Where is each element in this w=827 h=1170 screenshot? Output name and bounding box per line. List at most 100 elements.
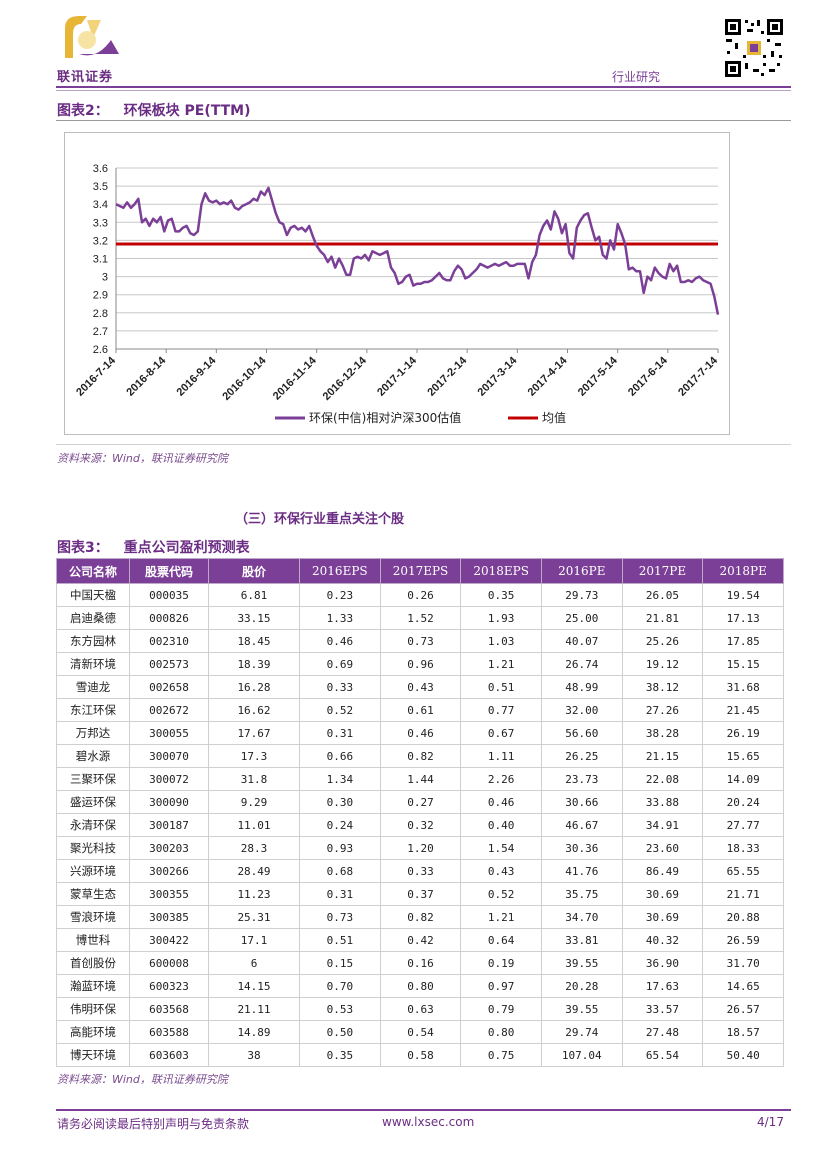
value-cell: 0.53 <box>299 997 381 1021</box>
value-cell: 0.73 <box>299 905 381 929</box>
value-cell: 33.81 <box>540 928 623 952</box>
value-cell: 0.68 <box>299 859 381 883</box>
x-tick-label: 2017-5-14 <box>576 354 621 399</box>
company-name-cell: 中国天楹 <box>56 583 130 607</box>
value-cell: 1.11 <box>460 744 542 768</box>
value-cell: 26.19 <box>702 721 784 745</box>
footer-page-number: 4/17 <box>757 1115 784 1129</box>
value-cell: 25.31 <box>208 905 300 929</box>
value-cell: 0.54 <box>379 1020 462 1044</box>
stock-code-cell: 300355 <box>129 882 209 906</box>
value-cell: 21.81 <box>621 606 704 630</box>
value-cell: 0.35 <box>299 1043 381 1067</box>
value-cell: 30.66 <box>540 790 623 814</box>
y-tick-label: 3 <box>102 272 108 284</box>
table-row: 雪迪龙 002658 16.28 0.33 0.43 0.51 48.99 38.12 31.6… <box>56 675 784 699</box>
value-cell: 25.26 <box>621 629 704 653</box>
stock-code-cell: 603588 <box>129 1020 209 1044</box>
col-header-eps2017: 2017EPS <box>379 558 462 584</box>
value-cell: 0.43 <box>460 859 542 883</box>
value-cell: 33.88 <box>621 790 704 814</box>
pe-chart-frame: 2.6 2.7 2.8 2.9 3 3.1 3.2 3.3 3.4 3.5 3.6 2016-7-14… <box>64 132 730 435</box>
stock-code-cell: 002573 <box>129 652 209 676</box>
value-cell: 16.62 <box>208 698 300 722</box>
value-cell: 19.54 <box>702 583 784 607</box>
value-cell: 86.49 <box>621 859 704 883</box>
value-cell: 28.3 <box>208 836 300 860</box>
company-name-cell: 首创股份 <box>56 951 130 975</box>
value-cell: 0.63 <box>379 997 462 1021</box>
value-cell: 27.77 <box>702 813 784 837</box>
value-cell: 22.08 <box>621 767 704 791</box>
value-cell: 0.26 <box>379 583 462 607</box>
x-tick-label: 2016-7-14 <box>74 354 119 399</box>
value-cell: 0.93 <box>299 836 381 860</box>
value-cell: 0.23 <box>299 583 381 607</box>
value-cell: 0.61 <box>379 698 462 722</box>
y-tick-label: 2.6 <box>93 344 108 356</box>
value-cell: 0.52 <box>299 698 381 722</box>
stock-code-cell: 300266 <box>129 859 209 883</box>
pe-series-line <box>115 186 720 315</box>
value-cell: 17.67 <box>208 721 300 745</box>
value-cell: 14.09 <box>702 767 784 791</box>
col-header-eps2016: 2016EPS <box>299 558 381 584</box>
company-name-cell: 雪迪龙 <box>56 675 130 699</box>
y-tick-label: 3.6 <box>93 163 108 175</box>
value-cell: 0.15 <box>299 951 381 975</box>
value-cell: 0.40 <box>460 813 542 837</box>
value-cell: 31.8 <box>208 767 300 791</box>
legend-label-mean: 均值 <box>542 410 566 425</box>
y-tick-label: 3.4 <box>93 199 108 211</box>
value-cell: 9.29 <box>208 790 300 814</box>
table-row: 高能环境 603588 14.89 0.50 0.54 0.80 29.74 27.48 18.… <box>56 1020 784 1044</box>
table-row: 启迪桑德 000826 33.15 1.33 1.52 1.93 25.00 21.81 17.… <box>56 606 784 630</box>
pe-chart: 2.6 2.7 2.8 2.9 3 3.1 3.2 3.3 3.4 3.5 3.6 2016-7-14… <box>74 163 721 425</box>
value-cell: 31.68 <box>702 675 784 699</box>
value-cell: 38.28 <box>621 721 704 745</box>
value-cell: 0.73 <box>379 629 462 653</box>
value-cell: 0.82 <box>379 744 462 768</box>
company-name-cell: 三聚环保 <box>56 767 130 791</box>
value-cell: 0.64 <box>460 928 542 952</box>
value-cell: 29.73 <box>540 583 623 607</box>
value-cell: 0.16 <box>379 951 462 975</box>
stock-code-cell: 300072 <box>129 767 209 791</box>
value-cell: 2.26 <box>460 767 542 791</box>
figure2-source: 资料来源：Wind，联讯证券研究院 <box>57 452 228 465</box>
value-cell: 17.13 <box>702 606 784 630</box>
value-cell: 0.46 <box>460 790 542 814</box>
value-cell: 0.42 <box>379 928 462 952</box>
footer-website[interactable]: www.lxsec.com <box>382 1115 475 1129</box>
company-name-cell: 永清环保 <box>56 813 130 837</box>
y-tick-label: 2.8 <box>93 308 108 320</box>
table-row: 博世科 300422 17.1 0.51 0.42 0.64 33.81 40.32 26.59 <box>56 928 784 952</box>
qr-code <box>723 17 785 79</box>
figure3-title-row: 图表3： 重点公司盈利预测表 <box>57 537 250 557</box>
x-tick-label: 2017-2-14 <box>425 354 470 399</box>
value-cell: 0.27 <box>379 790 462 814</box>
value-cell: 18.45 <box>208 629 300 653</box>
value-cell: 14.89 <box>208 1020 300 1044</box>
value-cell: 6.81 <box>208 583 300 607</box>
stock-code-cell: 603603 <box>129 1043 209 1067</box>
company-name-cell: 伟明环保 <box>56 997 130 1021</box>
y-tick-label: 3.1 <box>93 254 108 266</box>
stock-code-cell: 002310 <box>129 629 209 653</box>
qr-code-icon <box>723 17 785 79</box>
stock-code-cell: 000035 <box>129 583 209 607</box>
value-cell: 11.01 <box>208 813 300 837</box>
x-tick-label: 2016-12-14 <box>321 354 370 403</box>
figure2-title-row: 图表2： 环保板块 PE(TTM) <box>57 100 250 120</box>
value-cell: 26.57 <box>702 997 784 1021</box>
value-cell: 1.20 <box>379 836 462 860</box>
table-header-row: 公司名称 股票代码 股价 2016EPS 2017EPS 2018EPS 201… <box>56 558 784 584</box>
company-name-cell: 蒙草生态 <box>56 882 130 906</box>
value-cell: 18.57 <box>702 1020 784 1044</box>
x-tick-label: 2016-11-14 <box>271 354 319 402</box>
x-tick-label: 2017-4-14 <box>526 354 571 399</box>
table-row: 兴源环境 300266 28.49 0.68 0.33 0.43 41.76 86.49 65.… <box>56 859 784 883</box>
col-header-code: 股票代码 <box>129 558 209 584</box>
table-row: 聚光科技 300203 28.3 0.93 1.20 1.54 30.36 23.60 18.3… <box>56 836 784 860</box>
col-header-pe2018: 2018PE <box>702 558 784 584</box>
